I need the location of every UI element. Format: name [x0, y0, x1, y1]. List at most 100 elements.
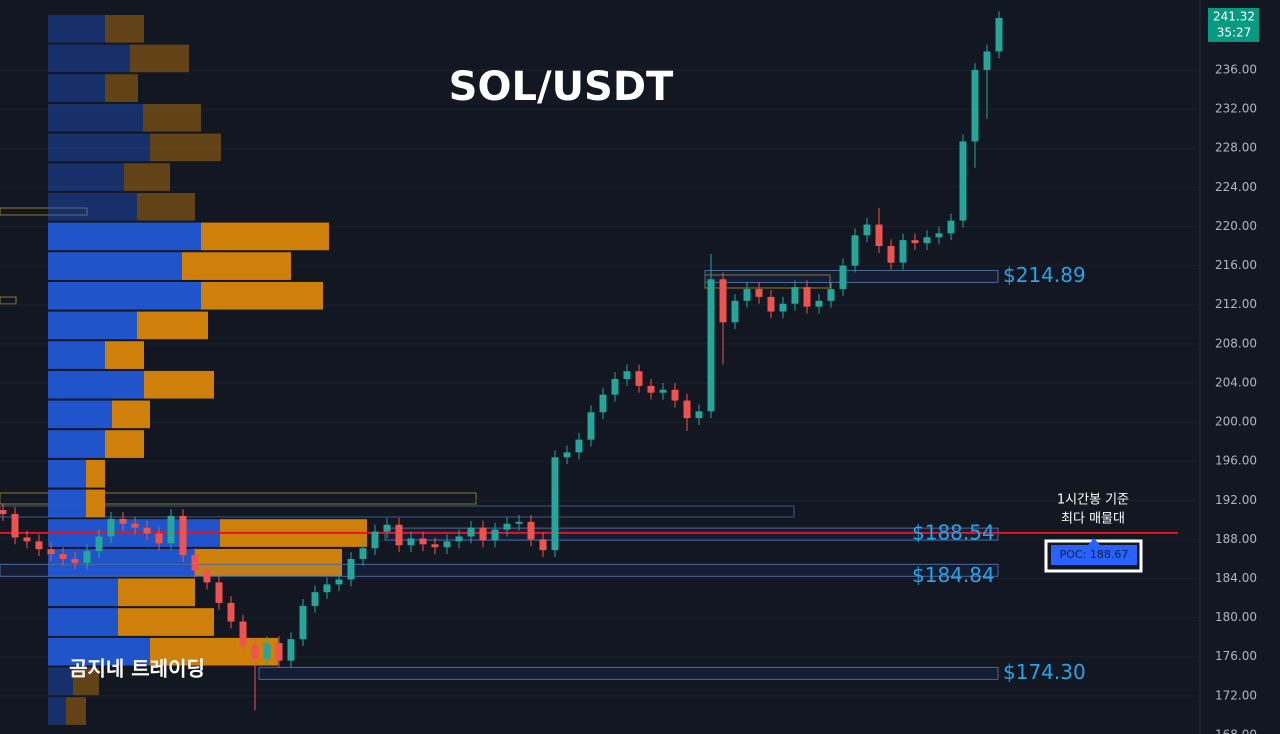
y-tick-label: 196.00: [1215, 454, 1257, 468]
candle-body: [455, 536, 463, 542]
candle-body: [143, 527, 151, 534]
candle-body: [935, 233, 943, 238]
profile-bar: [112, 400, 150, 429]
last-price: 241.32: [1213, 10, 1255, 24]
y-tick-label: 236.00: [1215, 63, 1257, 77]
candle-body: [899, 240, 907, 263]
candle-body: [815, 300, 823, 307]
candle-body: [59, 554, 67, 559]
candle-body: [335, 579, 343, 585]
candle-body: [203, 570, 211, 583]
profile-bar: [130, 44, 189, 73]
candle-body: [467, 527, 475, 537]
candle-body: [35, 541, 43, 550]
candle-body: [647, 385, 655, 393]
profile-bar: [48, 697, 66, 725]
y-tick-label: 200.00: [1215, 415, 1257, 429]
level-label: $214.89: [1003, 263, 1086, 287]
candle-body: [71, 558, 79, 563]
zone-box: [0, 505, 795, 518]
candle-body: [563, 452, 571, 458]
candle-body: [395, 524, 403, 546]
candle-body: [227, 602, 235, 622]
candle-body: [311, 592, 319, 606]
candle-body: [707, 279, 715, 412]
y-tick-label: 224.00: [1215, 180, 1257, 194]
candle-body: [431, 544, 439, 548]
profile-bar: [48, 192, 137, 221]
profile-bar: [124, 163, 170, 191]
profile-bar: [48, 133, 150, 162]
candle-body: [275, 643, 283, 661]
profile-bar: [48, 281, 201, 310]
level-box: [704, 269, 999, 283]
candle-body: [191, 555, 199, 571]
candle-body: [587, 412, 595, 440]
y-tick-label: 212.00: [1215, 297, 1257, 311]
candle-body: [731, 300, 739, 323]
candle-body: [119, 518, 127, 524]
y-tick-label: 228.00: [1215, 141, 1257, 155]
y-tick-label: 180.00: [1215, 610, 1257, 624]
candle-body: [251, 645, 259, 659]
candle-body: [887, 246, 895, 263]
y-tick-label: 232.00: [1215, 102, 1257, 116]
level-box: [258, 666, 999, 680]
candle-body: [551, 457, 559, 551]
profile-bar: [150, 133, 221, 162]
candle-body: [755, 289, 763, 297]
zone-box: [0, 296, 17, 305]
candle-body: [371, 531, 379, 549]
candle-body: [323, 584, 331, 593]
candle-body: [803, 287, 811, 307]
profile-bar: [105, 341, 144, 369]
candle-body: [623, 371, 631, 380]
candle-body: [911, 240, 919, 244]
chart-title: SOL/USDT: [449, 64, 674, 110]
candle-body: [11, 513, 19, 538]
level-box: [384, 527, 999, 541]
candle-body: [947, 220, 955, 234]
candle-body: [599, 394, 607, 413]
candle-body: [719, 279, 727, 323]
profile-bar: [48, 667, 73, 696]
candle-body: [527, 521, 535, 540]
countdown: 35:27: [1217, 26, 1252, 40]
candle-body: [359, 548, 367, 559]
candle-body: [179, 515, 187, 556]
profile-bar: [105, 430, 144, 458]
profile-bar: [201, 222, 329, 251]
profile-bar: [48, 400, 112, 429]
candle-body: [923, 237, 931, 244]
annotation: 최다 매물대: [1061, 512, 1125, 527]
candle-body: [383, 524, 391, 532]
candle-body: [791, 287, 799, 304]
candle-body: [155, 533, 163, 544]
profile-bar: [201, 281, 323, 310]
candle-body: [107, 518, 115, 537]
poc-label: POC: 188.67: [1060, 548, 1129, 561]
candle-body: [743, 289, 751, 301]
candle-body: [875, 224, 883, 247]
candle-body: [503, 523, 511, 530]
candle-body: [959, 141, 967, 221]
candle-body: [479, 527, 487, 541]
profile-bar: [105, 74, 138, 102]
candle-body: [611, 379, 619, 395]
profile-bar: [105, 14, 144, 43]
candle-body: [95, 536, 103, 552]
candle-body: [239, 621, 247, 646]
candle-body: [767, 296, 775, 312]
profile-bar: [48, 370, 144, 399]
y-tick-label: 216.00: [1215, 258, 1257, 272]
profile-bar: [48, 74, 105, 102]
profile-bar: [73, 667, 99, 696]
candle-body: [407, 538, 415, 546]
candle-body: [0, 510, 7, 514]
profile-bar: [48, 578, 118, 607]
annotation: 1시간봉 기준: [1057, 493, 1129, 508]
candle-body: [575, 439, 583, 453]
profile-bar: [48, 44, 130, 73]
level-label: $188.54: [912, 521, 995, 545]
level-box: [0, 563, 999, 577]
